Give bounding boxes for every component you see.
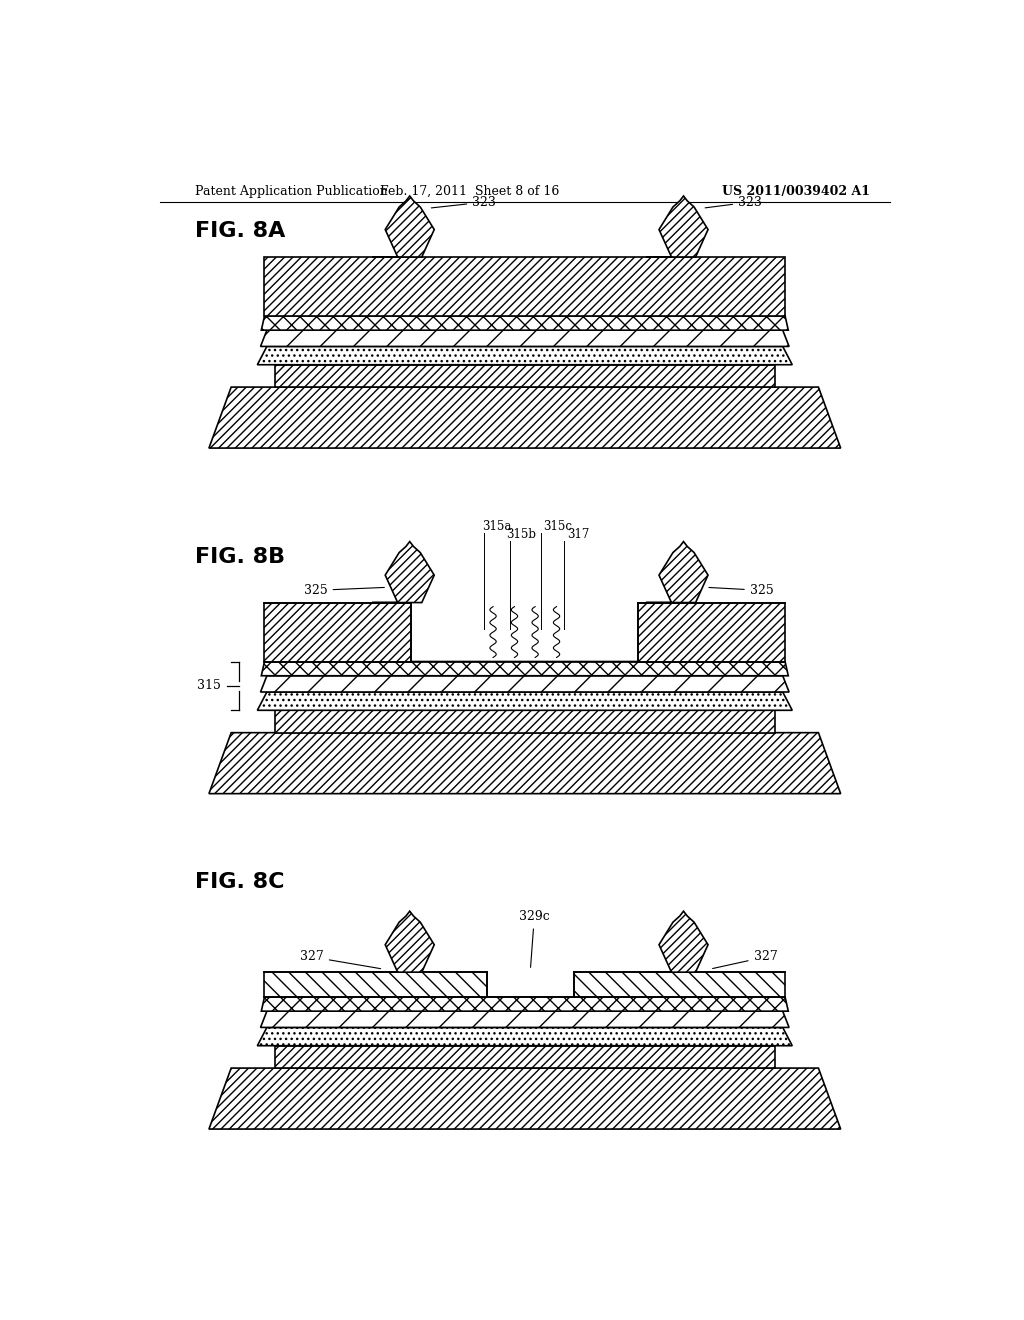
Polygon shape [574, 972, 785, 997]
Text: 315b: 315b [506, 528, 536, 541]
Polygon shape [260, 676, 790, 692]
Polygon shape [260, 330, 790, 346]
Polygon shape [260, 1011, 790, 1027]
Text: Patent Application Publication: Patent Application Publication [196, 185, 388, 198]
Polygon shape [257, 692, 793, 710]
Polygon shape [209, 387, 841, 447]
Polygon shape [264, 257, 785, 315]
Text: 325: 325 [709, 583, 773, 597]
Text: 327: 327 [300, 950, 381, 969]
Polygon shape [646, 911, 708, 972]
Text: Feb. 17, 2011  Sheet 8 of 16: Feb. 17, 2011 Sheet 8 of 16 [380, 185, 559, 198]
Text: 323: 323 [431, 195, 496, 209]
Text: FIG. 8B: FIG. 8B [196, 546, 286, 566]
Text: 315a: 315a [482, 520, 511, 533]
Polygon shape [261, 661, 788, 676]
Polygon shape [261, 315, 788, 330]
Bar [638, 602, 785, 661]
Polygon shape [264, 972, 486, 997]
Text: 329c: 329c [519, 911, 550, 968]
Polygon shape [261, 997, 788, 1011]
Text: 317: 317 [567, 528, 589, 541]
Polygon shape [372, 541, 434, 602]
Polygon shape [646, 195, 708, 257]
Polygon shape [646, 541, 708, 602]
Polygon shape [372, 195, 434, 257]
Bar [274, 710, 775, 733]
Text: FIG. 8C: FIG. 8C [196, 873, 285, 892]
Polygon shape [372, 911, 434, 972]
Bar [264, 602, 412, 661]
Polygon shape [257, 1027, 793, 1045]
Polygon shape [257, 346, 793, 364]
Polygon shape [209, 1068, 841, 1129]
Bar [274, 1045, 775, 1068]
Text: 323: 323 [706, 195, 762, 209]
Polygon shape [209, 733, 841, 793]
Bar [274, 364, 775, 387]
Text: 315c: 315c [543, 520, 572, 533]
Text: 315: 315 [197, 680, 221, 693]
Text: 327: 327 [713, 950, 777, 969]
Text: FIG. 8A: FIG. 8A [196, 222, 286, 242]
Text: 325: 325 [304, 583, 384, 597]
Text: US 2011/0039402 A1: US 2011/0039402 A1 [722, 185, 870, 198]
